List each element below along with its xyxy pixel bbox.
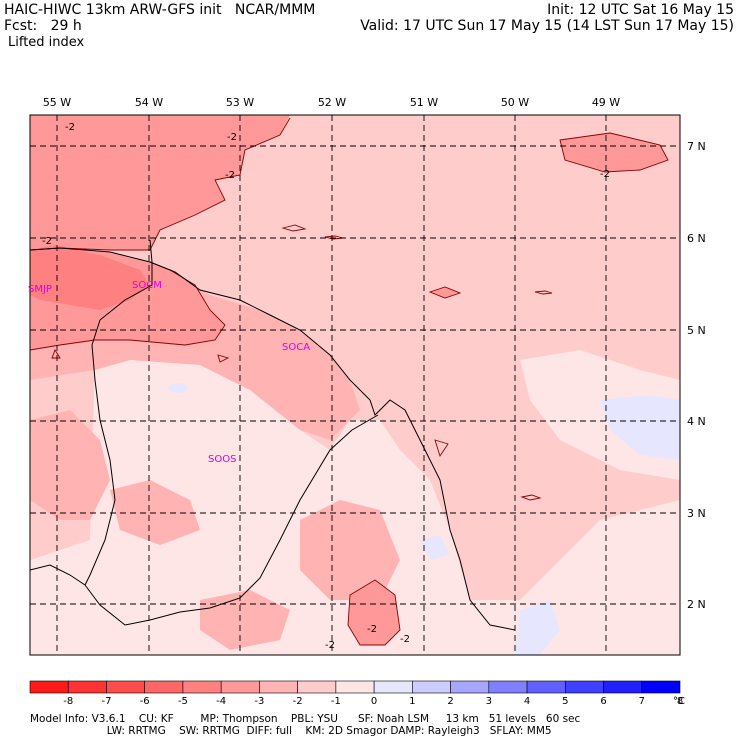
lon-label: 51 W <box>410 96 438 109</box>
contour-label: -2 <box>225 170 235 181</box>
contour-label: -2 <box>600 169 610 180</box>
init-time: Init: 12 UTC Sat 16 May 15 <box>547 2 734 18</box>
contour-patch-2 <box>281 224 307 232</box>
contour-patch-6 <box>520 494 542 501</box>
colorbar-swatch <box>259 680 298 694</box>
valid-time: Valid: 17 UTC Sun 17 May 15 (14 LST Sun … <box>360 18 734 34</box>
region-positive-east <box>600 395 680 460</box>
colorbar-tick-label: -8 <box>63 696 73 707</box>
colorbar-tick-label: -6 <box>140 696 150 707</box>
contour-northeast <box>559 132 669 173</box>
field-name: Lifted index <box>8 35 85 50</box>
lat-label: 6 N <box>687 232 706 245</box>
colorbar-tick-label: 8 <box>677 696 683 707</box>
contour-patch-5 <box>434 439 449 458</box>
colorbar-swatch <box>182 680 222 694</box>
contour-label: -2 <box>400 634 410 645</box>
colorbar-swatch <box>373 680 413 694</box>
region-minus-two-interior <box>110 480 200 545</box>
colorbar-swatch <box>144 680 184 694</box>
colorbar-swatch <box>297 680 337 694</box>
colorbar-tick-label: -1 <box>331 696 341 707</box>
contour-label: -2 <box>227 132 237 143</box>
station-label-socm: SOCM <box>132 280 162 291</box>
model-info-line2: LW: RRTMG SW: RRTMG DIFF: full KM: 2D Sm… <box>30 725 552 737</box>
colorbar-swatch <box>564 680 604 694</box>
lat-label: 3 N <box>687 507 706 520</box>
model-title: HAIC-HIWC 13km ARW-GFS init NCAR/MMM <box>4 2 316 18</box>
colorbar-tick-label: 2 <box>447 696 453 707</box>
colorbar-swatch <box>450 680 490 694</box>
colorbar-tick-label: 5 <box>562 696 568 707</box>
region-minus-two-south-west <box>200 590 290 650</box>
contour-south <box>347 579 401 646</box>
colorbar-swatch <box>220 680 260 694</box>
region-minus-two-south <box>300 500 400 600</box>
colorbar-tick-label: -4 <box>216 696 226 707</box>
contour-patch-7 <box>51 348 61 359</box>
colorbar-unit: °C <box>673 696 685 707</box>
colorbar-tick-label: -3 <box>254 696 264 707</box>
lat-label: 5 N <box>687 324 706 337</box>
border-southwest <box>29 564 86 586</box>
lon-label: 49 W <box>592 96 620 109</box>
colorbar: -8 -7 -6 -5 -4 -3 -2 -1 0 1 2 3 4 5 6 7 8 <box>29 680 683 707</box>
region-minus-three-northeast <box>560 133 668 172</box>
colorbar-swatch <box>526 680 566 694</box>
lon-label: 53 W <box>226 96 254 109</box>
colorbar-tick-label: 3 <box>486 696 492 707</box>
lat-label: 4 N <box>687 415 706 428</box>
lat-lon-grid <box>30 115 680 655</box>
region-minus-two-west <box>30 410 110 520</box>
colorbar-swatch <box>67 680 107 694</box>
colorbar-tick-label: 0 <box>371 696 377 707</box>
station-label-smjp: SMJP <box>28 284 52 295</box>
colorbar-tick-label: 7 <box>639 696 645 707</box>
map-frame <box>29 114 681 656</box>
contour-label: -2 <box>42 236 52 247</box>
contour-label: -2 <box>325 640 335 651</box>
region-positive-south <box>515 600 560 655</box>
colorbar-tick-label: -2 <box>293 696 303 707</box>
contour-patch-1 <box>428 286 462 299</box>
region-positive-blob <box>168 383 188 393</box>
station-label-soca: SOCA <box>282 342 310 353</box>
colorbar-swatch <box>488 680 528 694</box>
model-info-line1: Model Info: V3.6.1 CU: KF MP: Thompson P… <box>30 713 581 725</box>
region-minus-three-south <box>348 580 400 645</box>
contour-patch-4 <box>534 290 553 295</box>
coastline <box>29 247 516 631</box>
region-minus-four-core <box>30 245 150 310</box>
station-label-soos: SOOS <box>208 454 236 465</box>
colorbar-swatch <box>603 680 643 694</box>
region-positive-patch <box>420 535 450 560</box>
contour-lines <box>29 117 669 646</box>
colorbar-swatch <box>641 680 681 694</box>
colorbar-swatch <box>29 680 69 694</box>
region-minus-three-northwest <box>30 115 290 250</box>
colorbar-tick-label: 6 <box>600 696 606 707</box>
lon-label: 52 W <box>318 96 346 109</box>
colorbar-tick-label: 1 <box>409 696 415 707</box>
colorbar-tick-label: -7 <box>101 696 111 707</box>
lat-label: 2 N <box>687 598 706 611</box>
contour-label: -2 <box>65 122 75 133</box>
colorbar-swatch <box>106 680 146 694</box>
forecast-hour: Fcst: 29 h <box>4 18 82 34</box>
border-west <box>84 239 153 586</box>
colorbar-tick-label: -5 <box>178 696 188 707</box>
lon-label: 50 W <box>501 96 529 109</box>
colorbar-tick-label: 4 <box>524 696 530 707</box>
contour-label: -2 <box>367 624 377 635</box>
lon-label: 55 W <box>43 96 71 109</box>
contour-northwest <box>29 117 291 251</box>
contour-patch-8 <box>217 354 230 363</box>
colorbar-swatch <box>412 680 451 694</box>
lat-label: 7 N <box>687 140 706 153</box>
colorbar-swatch <box>335 680 375 694</box>
lon-label: 54 W <box>135 96 163 109</box>
